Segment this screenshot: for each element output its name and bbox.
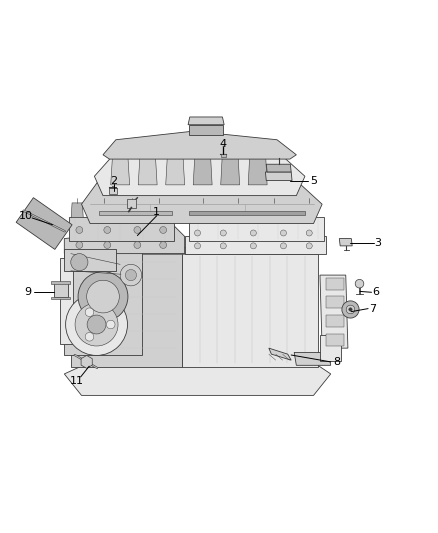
Polygon shape bbox=[51, 296, 70, 299]
Polygon shape bbox=[64, 219, 185, 254]
Polygon shape bbox=[266, 164, 291, 172]
Polygon shape bbox=[188, 117, 224, 125]
Circle shape bbox=[75, 303, 118, 346]
Polygon shape bbox=[326, 315, 343, 327]
Text: 9: 9 bbox=[24, 287, 32, 297]
Polygon shape bbox=[193, 153, 212, 185]
Polygon shape bbox=[197, 203, 208, 217]
Polygon shape bbox=[339, 239, 352, 246]
Polygon shape bbox=[189, 217, 324, 241]
Text: 7: 7 bbox=[369, 304, 376, 313]
Polygon shape bbox=[81, 168, 322, 223]
Circle shape bbox=[78, 272, 128, 321]
Polygon shape bbox=[232, 203, 244, 217]
Polygon shape bbox=[320, 335, 342, 361]
Polygon shape bbox=[64, 249, 116, 271]
Polygon shape bbox=[16, 198, 72, 249]
Polygon shape bbox=[69, 217, 174, 241]
Polygon shape bbox=[71, 252, 183, 367]
Circle shape bbox=[306, 243, 312, 249]
Circle shape bbox=[87, 280, 119, 313]
Text: 5: 5 bbox=[310, 175, 317, 185]
Circle shape bbox=[125, 270, 137, 281]
Circle shape bbox=[104, 241, 111, 248]
Circle shape bbox=[85, 308, 94, 317]
Circle shape bbox=[194, 230, 201, 236]
Text: 2: 2 bbox=[110, 175, 117, 185]
Polygon shape bbox=[294, 352, 331, 365]
Text: 11: 11 bbox=[70, 376, 84, 386]
Circle shape bbox=[66, 294, 127, 356]
Circle shape bbox=[251, 230, 256, 236]
Polygon shape bbox=[221, 152, 240, 185]
Circle shape bbox=[220, 230, 226, 236]
Polygon shape bbox=[303, 203, 315, 217]
Circle shape bbox=[220, 243, 226, 249]
Polygon shape bbox=[99, 203, 110, 217]
Text: 10: 10 bbox=[19, 211, 33, 221]
Polygon shape bbox=[81, 356, 92, 368]
Text: 4: 4 bbox=[220, 139, 227, 149]
Circle shape bbox=[349, 308, 352, 311]
Polygon shape bbox=[326, 296, 343, 308]
Circle shape bbox=[76, 241, 83, 248]
Circle shape bbox=[280, 230, 286, 236]
Polygon shape bbox=[189, 211, 305, 215]
Polygon shape bbox=[111, 157, 130, 185]
Polygon shape bbox=[103, 131, 297, 159]
Polygon shape bbox=[185, 237, 326, 254]
Polygon shape bbox=[183, 252, 318, 367]
Polygon shape bbox=[326, 334, 343, 345]
Polygon shape bbox=[166, 155, 185, 185]
Polygon shape bbox=[326, 278, 343, 290]
Circle shape bbox=[120, 264, 141, 286]
Circle shape bbox=[85, 333, 94, 341]
Circle shape bbox=[251, 243, 256, 249]
Circle shape bbox=[104, 227, 111, 233]
Circle shape bbox=[71, 254, 88, 271]
Polygon shape bbox=[71, 203, 83, 217]
Text: 1: 1 bbox=[153, 206, 160, 216]
Polygon shape bbox=[126, 203, 138, 217]
Polygon shape bbox=[138, 156, 157, 185]
Circle shape bbox=[160, 241, 166, 248]
Text: 6: 6 bbox=[372, 287, 379, 297]
Polygon shape bbox=[320, 275, 348, 348]
Circle shape bbox=[134, 227, 141, 233]
Circle shape bbox=[280, 243, 286, 249]
Circle shape bbox=[342, 301, 359, 318]
Circle shape bbox=[106, 320, 115, 329]
Text: 8: 8 bbox=[334, 357, 341, 367]
Polygon shape bbox=[248, 150, 267, 185]
Polygon shape bbox=[265, 172, 292, 181]
Polygon shape bbox=[269, 348, 291, 360]
Circle shape bbox=[87, 315, 106, 334]
Polygon shape bbox=[71, 247, 183, 254]
Polygon shape bbox=[64, 352, 331, 395]
Polygon shape bbox=[153, 203, 165, 217]
Polygon shape bbox=[64, 252, 141, 354]
Bar bbox=[221, 154, 226, 157]
Circle shape bbox=[346, 305, 355, 314]
Polygon shape bbox=[51, 281, 70, 284]
Polygon shape bbox=[189, 125, 223, 135]
Bar bbox=[127, 199, 136, 208]
Polygon shape bbox=[268, 203, 280, 217]
Text: 3: 3 bbox=[374, 238, 381, 248]
Circle shape bbox=[194, 243, 201, 249]
Circle shape bbox=[134, 241, 141, 248]
Circle shape bbox=[76, 227, 83, 233]
Circle shape bbox=[306, 230, 312, 236]
Polygon shape bbox=[60, 258, 73, 344]
Polygon shape bbox=[183, 247, 318, 254]
Circle shape bbox=[160, 227, 166, 233]
Polygon shape bbox=[99, 211, 172, 215]
Bar bbox=[109, 188, 117, 195]
Circle shape bbox=[355, 279, 364, 288]
Polygon shape bbox=[95, 146, 305, 196]
Polygon shape bbox=[53, 283, 68, 297]
